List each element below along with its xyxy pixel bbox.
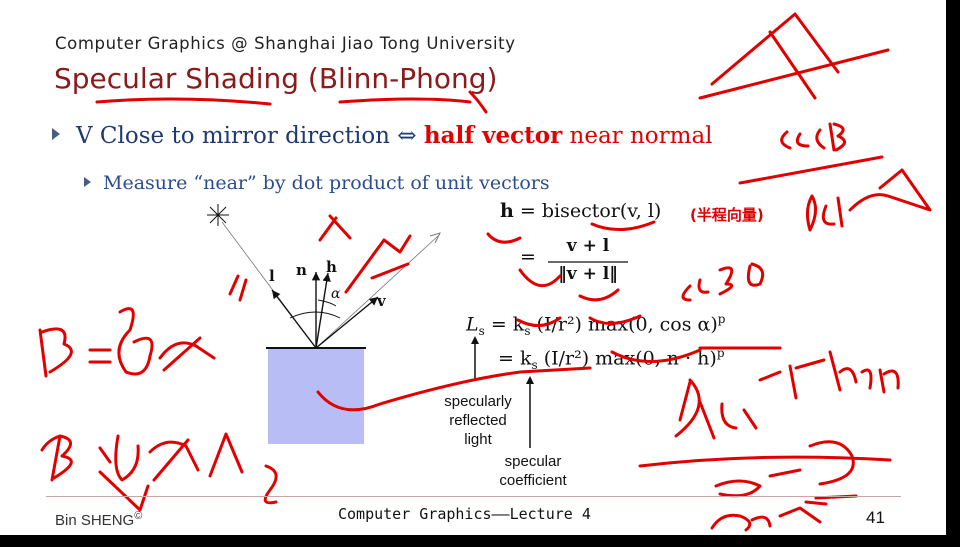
eq-ls-line1: Ls = ks (I/r²) max(0, cos α)p	[466, 312, 725, 338]
eq-ls-line2: = ks (I/r²) max(0, n · h)p	[498, 346, 725, 372]
footer-lecture: Computer Graphics——Lecture 4	[338, 505, 591, 523]
bullet-sub-text: Measure “near” by dot product of unit ve…	[103, 172, 550, 194]
ink-divider-top	[738, 155, 884, 185]
ink-reflection-strokes	[344, 234, 412, 294]
course-header: Computer Graphics @ Shanghai Jiao Tong U…	[55, 34, 516, 53]
eq-h-frac-eq: =	[520, 246, 536, 268]
ink-annotations	[38, 12, 932, 532]
label-reflected-line1: specularly	[444, 393, 512, 410]
ink-beta-sum	[40, 432, 278, 505]
label-n: n	[296, 261, 307, 279]
bullet-main-post: near normal	[562, 123, 713, 149]
label-specularly-reflected: specularly reflected light	[432, 392, 524, 449]
eq-ls-line1-k: = k	[490, 313, 525, 336]
ink-blinn-phong-word	[674, 350, 900, 440]
bullet-sub: Measure “near” by dot product of unit ve…	[84, 172, 550, 194]
eq-ls-line2-k: = k	[498, 347, 532, 370]
label-coefficient-line2: coefficient	[499, 472, 567, 489]
ink-theta-alpha	[805, 168, 932, 232]
bullet-main: V Close to mirror direction ⇔ half vecto…	[52, 122, 713, 149]
eq-h-rhs: = bisector(v, l)	[519, 200, 662, 222]
ink-underline-bisector	[486, 220, 656, 244]
label-coefficient-line1: specular	[504, 453, 562, 470]
light-source-icon	[207, 204, 229, 226]
label-v: v	[376, 292, 387, 310]
ink-cos-beta	[780, 122, 846, 152]
angle-arc	[289, 311, 341, 319]
sub-bullet-arrow-icon	[84, 177, 91, 187]
eq-h-lhs: h	[500, 200, 514, 222]
ink-v-mark	[518, 268, 620, 302]
ink-beta-eq-2alpha	[38, 307, 216, 378]
eq-h-frac-top: v + l	[566, 236, 610, 256]
eq-ls-line2-ks: s	[531, 358, 538, 373]
eq-ls-line1-p: p	[717, 312, 726, 326]
copyright-icon: ©	[134, 510, 143, 522]
eq-ls-lhs: L	[466, 313, 479, 336]
eq-h-frac-bottom: ‖v + l‖	[558, 264, 618, 284]
footer-author: Bin SHENG©	[55, 510, 142, 529]
label-reflected-line3: light	[464, 431, 492, 448]
eq-ls-lhs-sub: s	[478, 324, 485, 339]
ink-underline-ls	[516, 314, 642, 327]
eq-ls-line1-rest: (I/r²) max(0, cos α)	[530, 313, 718, 336]
ink-cos-theta	[681, 262, 765, 302]
page-number: 41	[866, 508, 885, 527]
half-vector-annotation: (半程向量)	[690, 206, 764, 224]
shading-diagram: l n h v α	[38, 12, 932, 532]
alpha-arc	[317, 299, 337, 307]
vector-v	[315, 296, 379, 349]
ink-cross-top	[318, 214, 352, 242]
view-ray-arrow-icon	[429, 232, 441, 244]
ink-theta-beta	[638, 440, 892, 500]
bullet-main-highlight: half vector	[423, 122, 563, 149]
slide: Computer Graphics @ Shanghai Jiao Tong U…	[0, 0, 946, 535]
footer-author-name: Bin SHENG	[55, 512, 135, 529]
ink-triangle	[698, 12, 890, 100]
ink-curve-surface	[316, 366, 592, 412]
label-h: h	[326, 258, 337, 276]
surface-block	[268, 348, 364, 444]
label-reflected-line2: reflected	[449, 412, 507, 429]
label-alpha: α	[331, 286, 341, 302]
bullet-arrow-icon	[52, 128, 60, 140]
pointer-ls-arrow-icon	[471, 336, 479, 344]
label-specular-coefficient: specular coefficient	[490, 452, 576, 490]
eq-ls-line1-ks: s	[524, 324, 531, 339]
label-l: l	[269, 267, 275, 285]
ink-check	[98, 470, 150, 512]
slide-title: Specular Shading (Blinn-Phong)	[54, 62, 498, 95]
pointer-ks-arrow-icon	[526, 376, 534, 384]
ink-tick-left	[228, 274, 248, 302]
vector-l	[271, 289, 317, 349]
eq-h: h = bisector(v, l)	[500, 200, 661, 222]
footer-divider	[46, 496, 901, 497]
view-ray	[315, 235, 439, 349]
ink-underline-title	[95, 90, 488, 114]
eq-ls-line2-p: p	[716, 346, 725, 360]
ink-underline-nh	[610, 346, 782, 363]
ink-bottom-scribble	[710, 500, 828, 532]
vector-h	[315, 272, 331, 349]
bullet-main-pre: V Close to mirror direction ⇔	[76, 123, 424, 149]
